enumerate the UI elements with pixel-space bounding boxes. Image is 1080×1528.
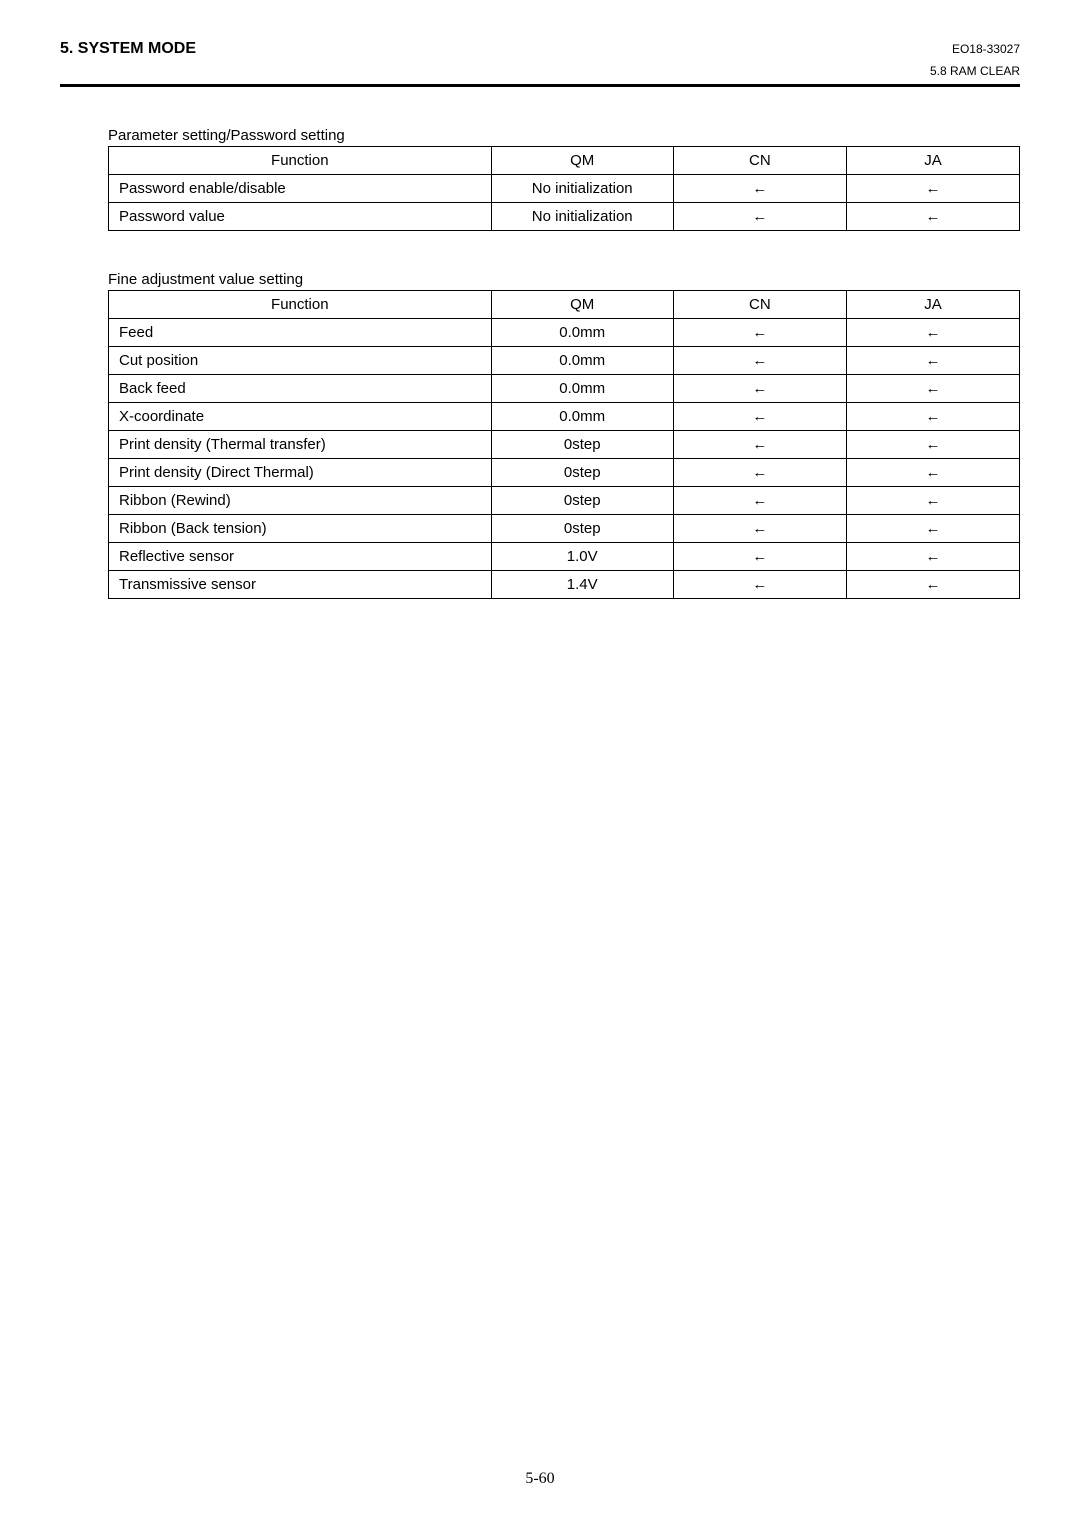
cell-ja: ←: [846, 347, 1019, 375]
table-body: Password enable/disableNo initialization…: [109, 175, 1020, 231]
cell-function: Print density (Thermal transfer): [109, 431, 492, 459]
col-cn: CN: [673, 147, 846, 175]
cell-ja: ←: [846, 543, 1019, 571]
cell-cn: ←: [673, 515, 846, 543]
page-number: 5-60: [0, 1470, 1080, 1488]
table-body: Feed0.0mm←←Cut position0.0mm←←Back feed0…: [109, 319, 1020, 599]
cell-cn: ←: [673, 203, 846, 231]
table-row: Print density (Thermal transfer)0step←←: [109, 431, 1020, 459]
table-row: Ribbon (Rewind)0step←←: [109, 487, 1020, 515]
cell-function: Feed: [109, 319, 492, 347]
cell-ja: ←: [846, 375, 1019, 403]
cell-function: Password value: [109, 203, 492, 231]
cell-function: Cut position: [109, 347, 492, 375]
table-row: Feed0.0mm←←: [109, 319, 1020, 347]
cell-cn: ←: [673, 487, 846, 515]
cell-cn: ←: [673, 543, 846, 571]
cell-qm: 0step: [491, 459, 673, 487]
cell-cn: ←: [673, 403, 846, 431]
table-title-1: Parameter setting/Password setting: [108, 127, 1020, 144]
cell-cn: ←: [673, 459, 846, 487]
cell-function: Back feed: [109, 375, 492, 403]
cell-qm: No initialization: [491, 175, 673, 203]
cell-qm: 0.0mm: [491, 403, 673, 431]
table-row: Cut position0.0mm←←: [109, 347, 1020, 375]
table-row: Transmissive sensor1.4V←←: [109, 571, 1020, 599]
header-rule: [60, 84, 1020, 87]
table-row: X-coordinate0.0mm←←: [109, 403, 1020, 431]
cell-cn: ←: [673, 175, 846, 203]
table-row: Reflective sensor1.0V←←: [109, 543, 1020, 571]
cell-qm: 0.0mm: [491, 319, 673, 347]
cell-ja: ←: [846, 319, 1019, 347]
cell-qm: No initialization: [491, 203, 673, 231]
cell-function: Reflective sensor: [109, 543, 492, 571]
cell-cn: ←: [673, 431, 846, 459]
col-qm: QM: [491, 147, 673, 175]
cell-qm: 0step: [491, 515, 673, 543]
doc-number: EO18-33027: [952, 42, 1020, 56]
subsection-label: 5.8 RAM CLEAR: [60, 64, 1020, 78]
cell-ja: ←: [846, 431, 1019, 459]
table-header-row: Function QM CN JA: [109, 291, 1020, 319]
cell-qm: 0step: [491, 487, 673, 515]
table-header-row: Function QM CN JA: [109, 147, 1020, 175]
cell-function: Transmissive sensor: [109, 571, 492, 599]
cell-cn: ←: [673, 347, 846, 375]
cell-cn: ←: [673, 375, 846, 403]
cell-cn: ←: [673, 319, 846, 347]
cell-ja: ←: [846, 459, 1019, 487]
cell-ja: ←: [846, 515, 1019, 543]
cell-ja: ←: [846, 403, 1019, 431]
col-function: Function: [109, 147, 492, 175]
col-function: Function: [109, 291, 492, 319]
cell-ja: ←: [846, 203, 1019, 231]
table-title-2: Fine adjustment value setting: [108, 271, 1020, 288]
table-row: Password valueNo initialization←←: [109, 203, 1020, 231]
cell-function: Password enable/disable: [109, 175, 492, 203]
cell-function: X-coordinate: [109, 403, 492, 431]
table-password-setting: Function QM CN JA Password enable/disabl…: [108, 146, 1020, 231]
cell-ja: ←: [846, 571, 1019, 599]
col-ja: JA: [846, 147, 1019, 175]
cell-qm: 0.0mm: [491, 347, 673, 375]
table-row: Back feed0.0mm←←: [109, 375, 1020, 403]
table-row: Ribbon (Back tension)0step←←: [109, 515, 1020, 543]
cell-function: Ribbon (Back tension): [109, 515, 492, 543]
cell-qm: 0step: [491, 431, 673, 459]
cell-ja: ←: [846, 487, 1019, 515]
cell-qm: 1.4V: [491, 571, 673, 599]
table-row: Password enable/disableNo initialization…: [109, 175, 1020, 203]
cell-cn: ←: [673, 571, 846, 599]
col-ja: JA: [846, 291, 1019, 319]
cell-qm: 0.0mm: [491, 375, 673, 403]
cell-ja: ←: [846, 175, 1019, 203]
col-qm: QM: [491, 291, 673, 319]
table-row: Print density (Direct Thermal)0step←←: [109, 459, 1020, 487]
section-title: 5. SYSTEM MODE: [60, 40, 196, 58]
cell-function: Ribbon (Rewind): [109, 487, 492, 515]
table-fine-adjustment: Function QM CN JA Feed0.0mm←←Cut positio…: [108, 290, 1020, 599]
page-header: 5. SYSTEM MODE EO18-33027: [60, 40, 1020, 58]
cell-function: Print density (Direct Thermal): [109, 459, 492, 487]
col-cn: CN: [673, 291, 846, 319]
cell-qm: 1.0V: [491, 543, 673, 571]
